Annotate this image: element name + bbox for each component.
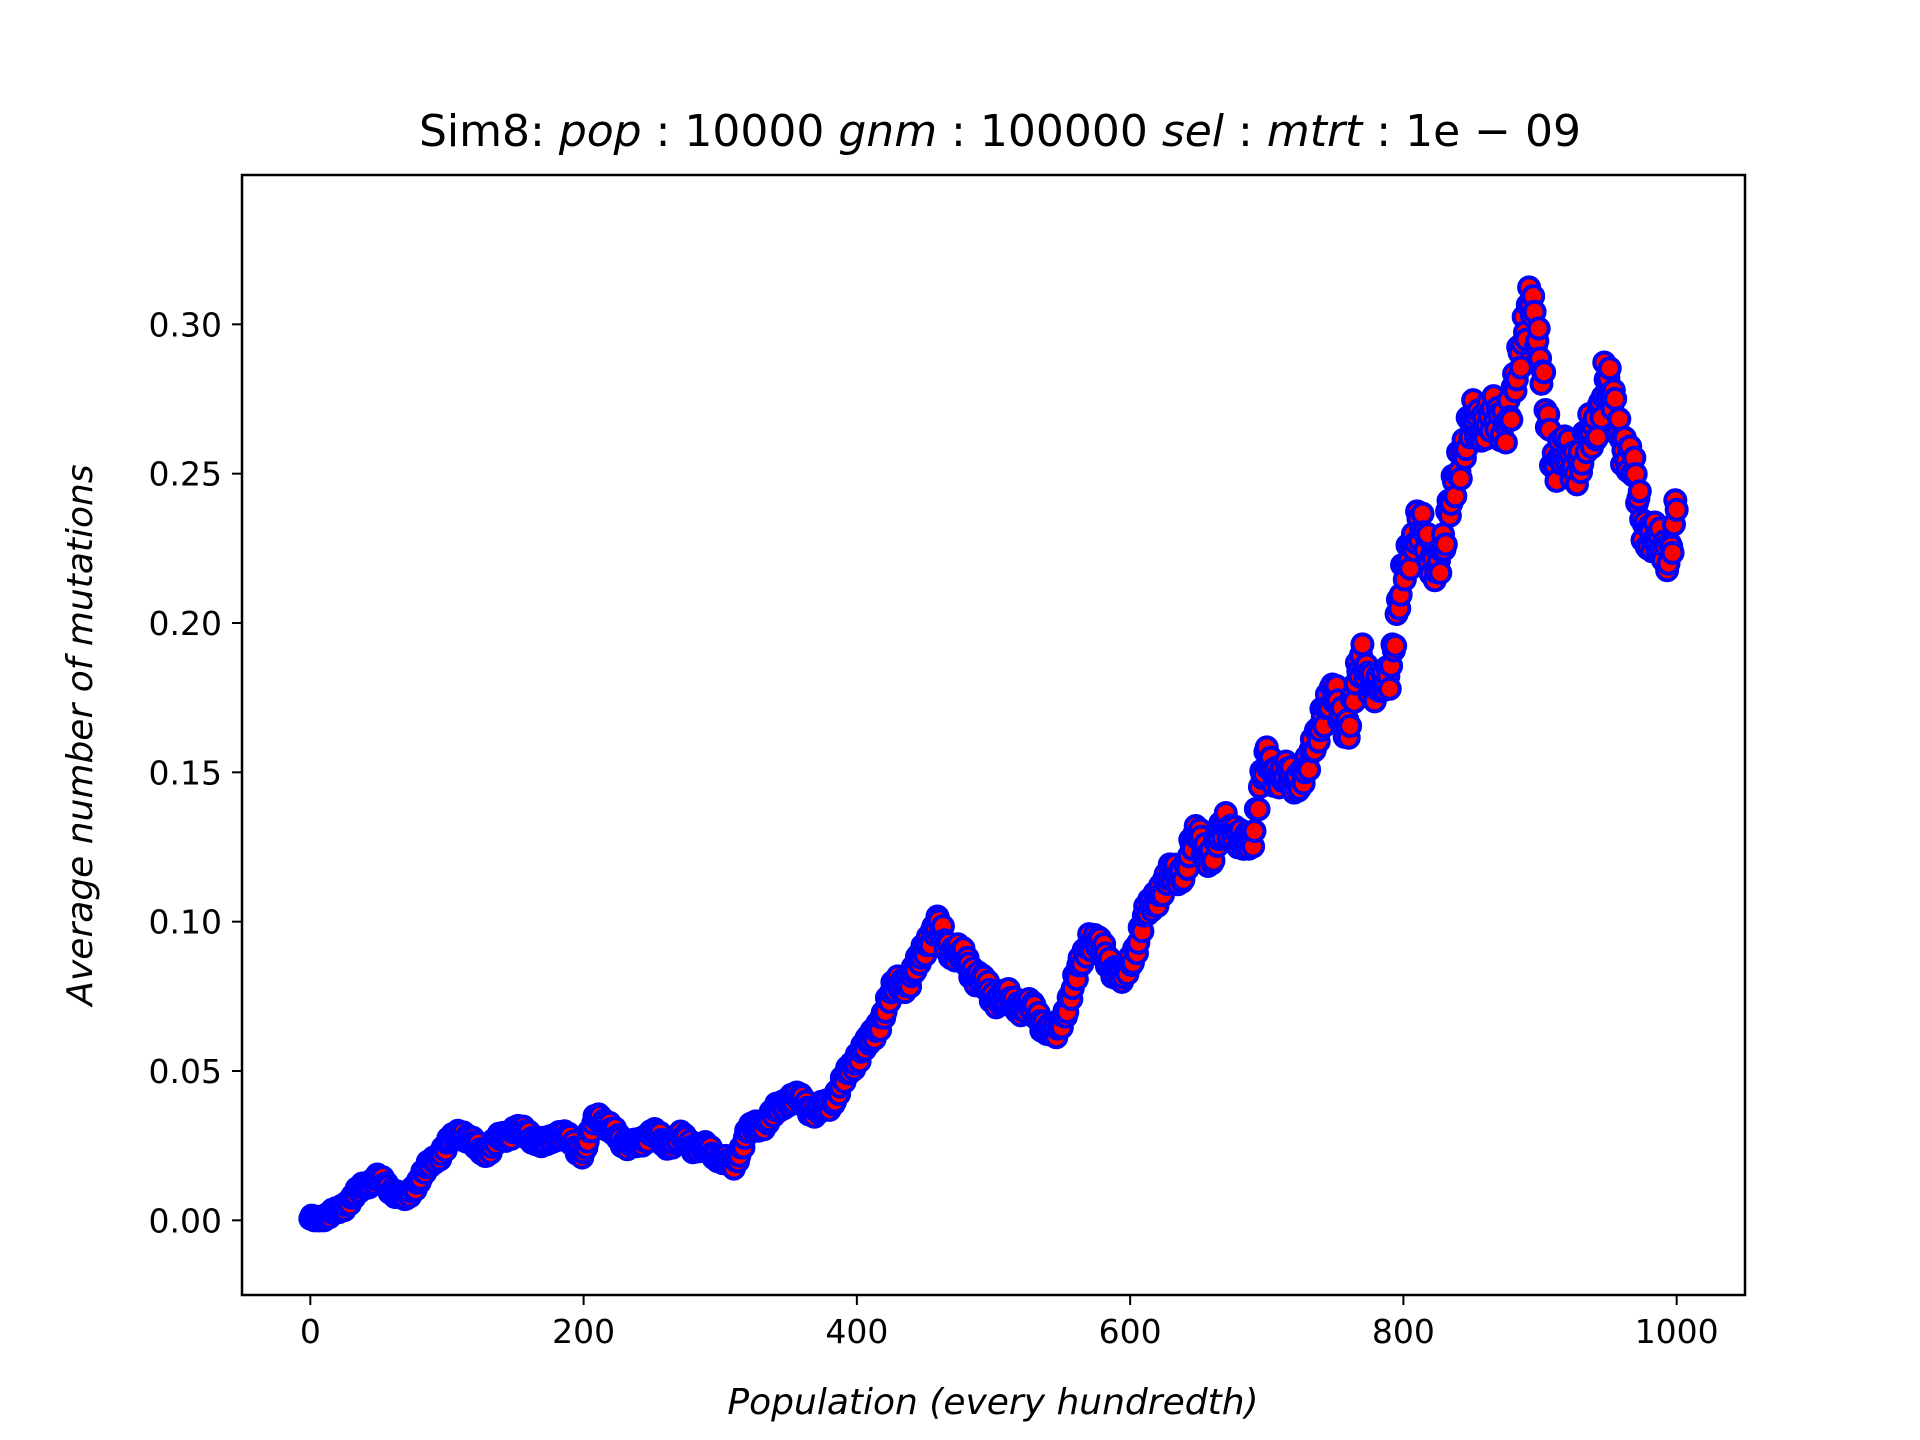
y-axis: 0.00 0.05 0.10 0.15 0.20 0.25 0.30 xyxy=(149,305,242,1240)
data-point xyxy=(1493,430,1518,455)
data-point xyxy=(1433,532,1458,557)
data-points xyxy=(298,275,1689,1233)
title-gnm-value: : 100000 xyxy=(937,106,1162,157)
data-point xyxy=(1585,425,1610,450)
data-point xyxy=(1448,466,1473,491)
data-point xyxy=(1627,479,1652,504)
y-axis-label: Average number of mutations xyxy=(60,464,101,1007)
data-point xyxy=(1246,797,1271,822)
data-point xyxy=(1428,560,1453,585)
data-point xyxy=(1603,386,1628,411)
y-tick-label: 0.20 xyxy=(149,604,222,643)
data-point xyxy=(1526,316,1551,341)
x-tick-label: 400 xyxy=(825,1312,888,1351)
data-point xyxy=(1660,540,1685,565)
y-tick-label: 0.05 xyxy=(149,1052,222,1091)
x-tick-label: 600 xyxy=(1099,1312,1162,1351)
data-point xyxy=(1508,355,1533,380)
x-tick-label: 200 xyxy=(552,1312,615,1351)
title-pop-value: : 10000 xyxy=(642,106,839,157)
data-point xyxy=(1499,407,1524,432)
title-sel-value: : xyxy=(1224,106,1267,157)
y-tick-label: 0.25 xyxy=(149,455,222,494)
x-tick-label: 0 xyxy=(300,1312,321,1351)
plot-frame xyxy=(240,173,1747,1297)
title-prefix: Sim8: xyxy=(419,106,559,157)
y-tick-label: 0.15 xyxy=(149,753,222,792)
data-point xyxy=(1377,676,1402,701)
title-pop-label: pop xyxy=(558,106,642,157)
data-point xyxy=(1664,497,1689,522)
title-mtrt-value: : 1e − 09 xyxy=(1362,106,1581,157)
y-tick-label: 0.10 xyxy=(149,903,222,942)
x-axis-label: Population (every hundredth) xyxy=(727,1382,1258,1423)
x-tick-label: 800 xyxy=(1372,1312,1435,1351)
chart-title: Sim8: pop : 10000 gnm : 100000 sel : mtr… xyxy=(419,106,1581,157)
title-gnm-label: gnm xyxy=(838,106,937,157)
data-point xyxy=(1242,818,1267,843)
y-tick-label: 0.30 xyxy=(149,305,222,344)
data-point xyxy=(1597,356,1622,381)
data-point xyxy=(1532,360,1557,385)
data-point xyxy=(1350,632,1375,657)
title-sel-label: sel xyxy=(1162,106,1225,157)
title-mtrt-label: mtrt xyxy=(1267,106,1364,157)
data-point xyxy=(1338,714,1363,739)
x-axis: 0 200 400 600 800 1000 xyxy=(300,1295,1719,1351)
y-tick-label: 0.00 xyxy=(149,1201,222,1240)
x-tick-label: 1000 xyxy=(1635,1312,1719,1351)
data-point xyxy=(1383,633,1408,658)
